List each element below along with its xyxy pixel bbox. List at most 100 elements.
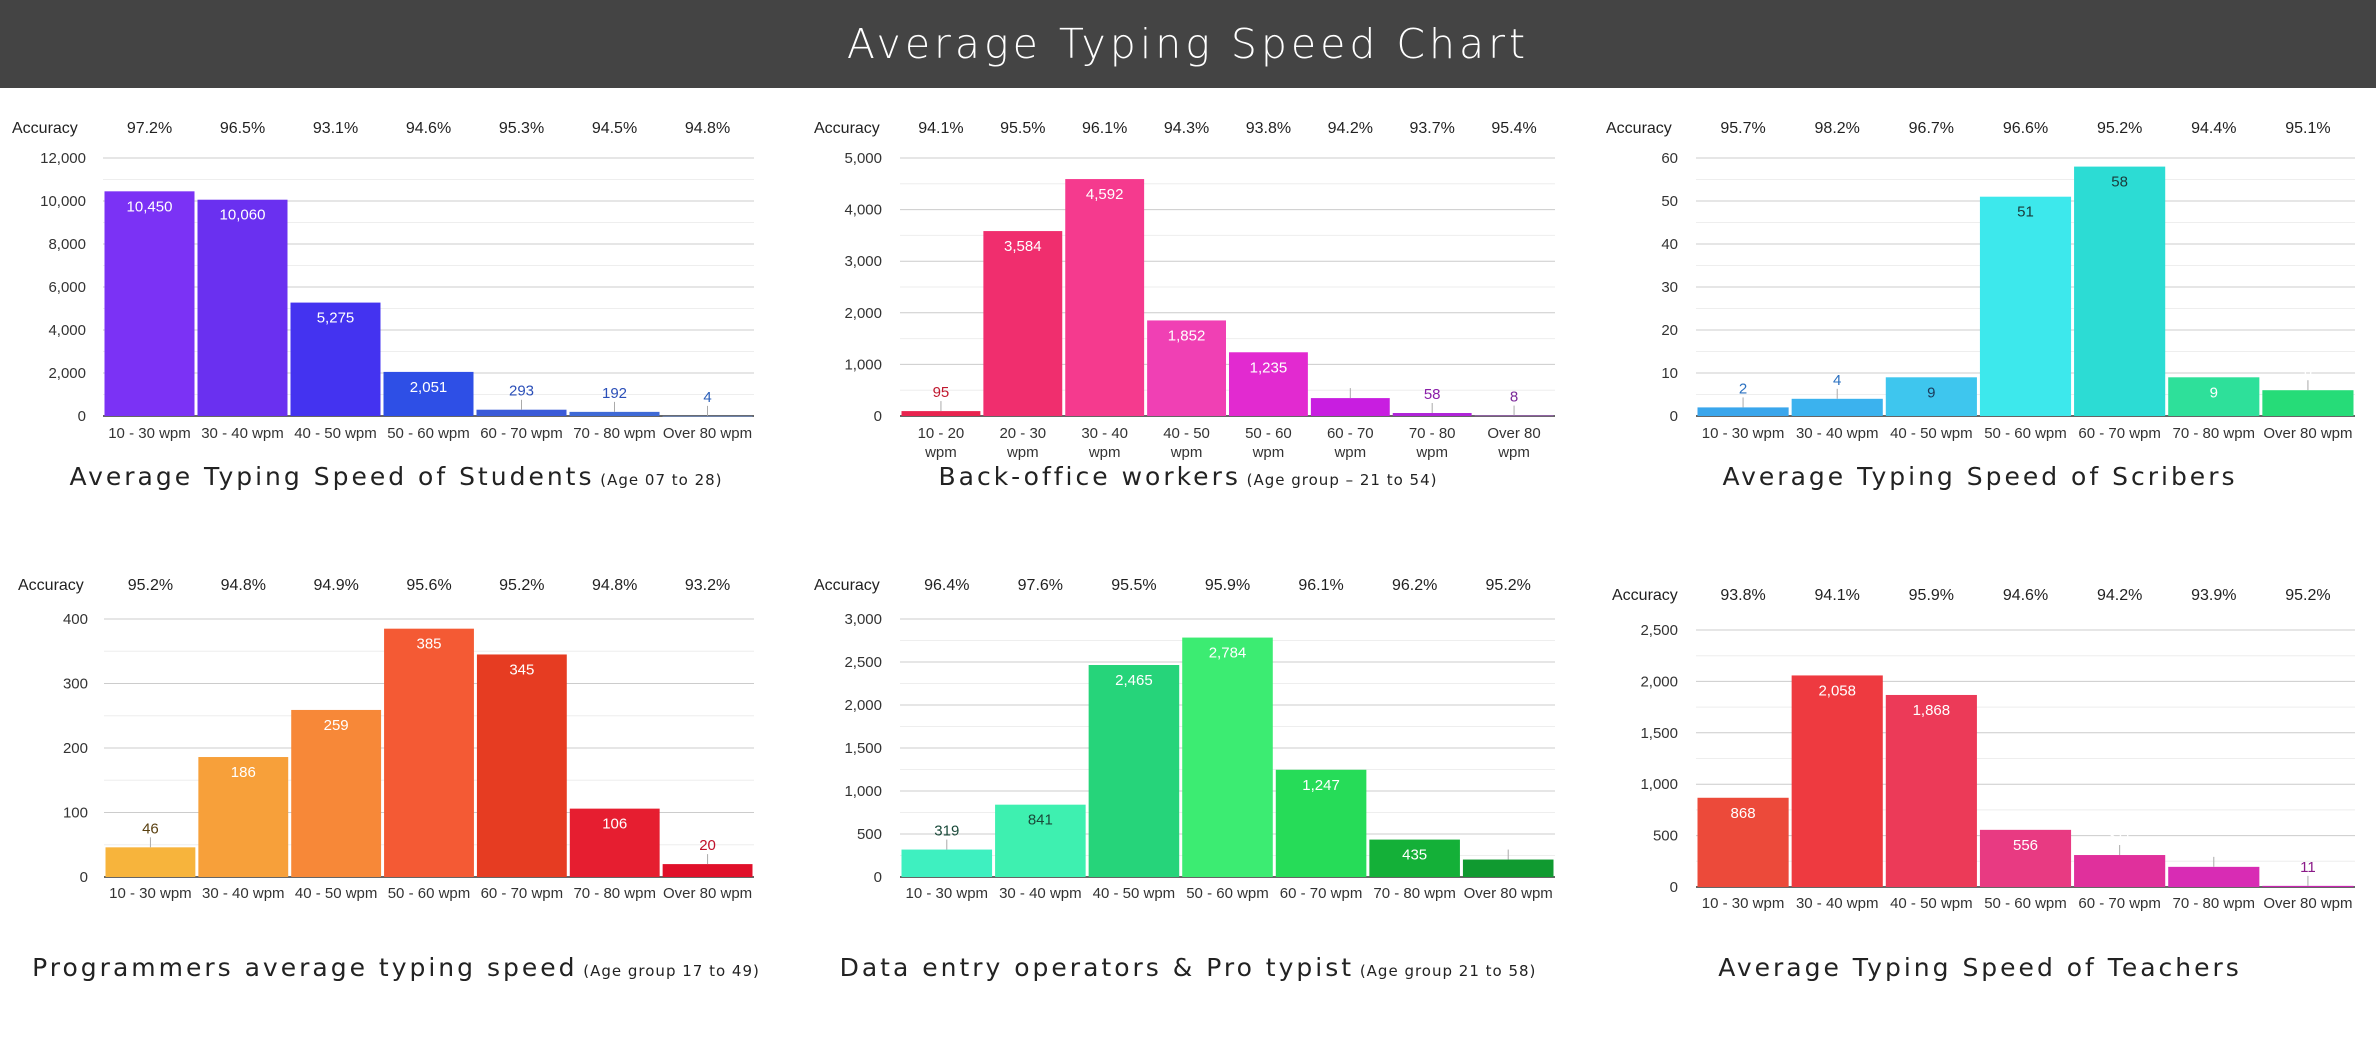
bar-value-label: 868 bbox=[1731, 805, 1756, 822]
accuracy-value: 95.5% bbox=[1111, 577, 1156, 594]
bar-value-label: 556 bbox=[2013, 837, 2038, 854]
chart-svg-data-entry: 0 500 1,000 1,500 2,000 2,500 3,000 Accuracy 96.… bbox=[814, 577, 1555, 902]
accuracy-value: 97.2% bbox=[127, 120, 172, 137]
bar bbox=[1065, 179, 1145, 416]
bar-value-label: 4,592 bbox=[1086, 186, 1124, 203]
accuracy-value: 94.1% bbox=[1815, 587, 1860, 604]
y-tick-label: 0 bbox=[78, 408, 86, 425]
accuracy-value: 95.7% bbox=[1720, 120, 1765, 137]
x-category-label: 10 - 30 wpm bbox=[1702, 425, 1785, 442]
accuracy-value: 96.4% bbox=[924, 577, 969, 594]
x-category-label: 50 - 60 wpm bbox=[1984, 425, 2067, 442]
y-tick-label: 0 bbox=[1670, 879, 1678, 896]
bar-value-label: 203 bbox=[1496, 833, 1521, 850]
chart-subtitle: (Age group 21 to 58) bbox=[1354, 962, 1537, 980]
x-category-label: 60 - 70 wpm bbox=[1280, 885, 1363, 902]
bar bbox=[662, 864, 753, 877]
x-category-label: 10 - 20 wpm bbox=[918, 425, 965, 461]
bar bbox=[384, 628, 474, 877]
bar-value-label: 6 bbox=[2304, 363, 2312, 380]
bar-value-label: 2,051 bbox=[410, 379, 448, 396]
bar bbox=[2262, 885, 2354, 887]
bar-value-label: 10,060 bbox=[220, 207, 266, 224]
bar bbox=[2074, 855, 2166, 887]
x-category-label: 40 - 50 wpm bbox=[295, 885, 378, 902]
bar bbox=[291, 709, 382, 877]
chart-caption: Back-office workers (Age group – 21 to 5… bbox=[792, 462, 1584, 491]
x-category-label: 10 - 30 wpm bbox=[108, 425, 191, 442]
bar-value-label: 345 bbox=[509, 661, 534, 678]
x-category-label: 30 - 40 wpm bbox=[1796, 425, 1879, 442]
bar-value-label: 9 bbox=[2210, 384, 2218, 401]
accuracy-value: 93.8% bbox=[1246, 120, 1291, 137]
x-category-label: 60 - 70 wpm bbox=[2078, 895, 2161, 912]
bar bbox=[1462, 859, 1554, 877]
x-category-label: 10 - 30 wpm bbox=[109, 885, 192, 902]
y-tick-label: 4,000 bbox=[844, 202, 882, 219]
x-category-label: 40 - 50 wpm bbox=[1163, 425, 1210, 461]
y-tick-label: 10 bbox=[1661, 365, 1678, 382]
chart-title: Data entry operators & Pro typist bbox=[839, 953, 1355, 982]
accuracy-value: 96.5% bbox=[220, 120, 265, 137]
bar bbox=[2168, 377, 2260, 416]
chart-subtitle: (Age group – 21 to 54) bbox=[1240, 471, 1438, 489]
bar-value-label: 2 bbox=[1739, 380, 1747, 397]
bar-value-label: 20 bbox=[699, 837, 716, 854]
accuracy-value: 95.1% bbox=[2285, 120, 2330, 137]
accuracy-value: 93.2% bbox=[685, 577, 730, 594]
bar bbox=[995, 804, 1086, 877]
bar-value-label: 1,235 bbox=[1250, 359, 1288, 376]
bar-value-label: 95 bbox=[933, 384, 950, 401]
x-category-label: Over 80 wpm bbox=[2263, 895, 2352, 912]
bar bbox=[1088, 665, 1180, 877]
bar-value-label: 58 bbox=[1424, 386, 1441, 403]
chart-caption: Average Typing Speed of Scribers bbox=[1584, 462, 2376, 491]
accuracy-value: 96.1% bbox=[1298, 577, 1343, 594]
bar bbox=[476, 654, 567, 877]
x-category-label: 30 - 40 wpm bbox=[1796, 895, 1879, 912]
bar bbox=[662, 415, 753, 417]
accuracy-value: 95.5% bbox=[1000, 120, 1045, 137]
y-tick-label: 30 bbox=[1661, 279, 1678, 296]
y-tick-label: 0 bbox=[80, 869, 88, 886]
bar bbox=[198, 757, 289, 877]
x-category-label: 50 - 60 wpm bbox=[1245, 425, 1292, 461]
accuracy-value: 93.9% bbox=[2191, 587, 2236, 604]
accuracy-label: Accuracy bbox=[814, 577, 880, 594]
x-category-label: 30 - 40 wpm bbox=[999, 885, 1082, 902]
bar bbox=[901, 849, 993, 877]
accuracy-label: Accuracy bbox=[814, 120, 880, 137]
bar bbox=[1310, 398, 1390, 416]
accuracy-value: 95.9% bbox=[1909, 587, 1954, 604]
x-category-label: 70 - 80 wpm bbox=[573, 885, 656, 902]
accuracy-label: Accuracy bbox=[18, 577, 84, 594]
x-category-label: 60 - 70 wpm bbox=[481, 885, 564, 902]
bar bbox=[1697, 797, 1789, 887]
x-category-label: 60 - 70 wpm bbox=[1327, 425, 1374, 461]
bar bbox=[1392, 413, 1472, 416]
accuracy-value: 94.8% bbox=[685, 120, 730, 137]
accuracy-value: 94.2% bbox=[1328, 120, 1373, 137]
bar-value-label: 293 bbox=[509, 383, 534, 400]
bar-value-label: 196 bbox=[2201, 840, 2226, 857]
y-tick-label: 2,500 bbox=[1640, 622, 1678, 639]
accuracy-value: 95.9% bbox=[1205, 577, 1250, 594]
bar-value-label: 51 bbox=[2017, 204, 2034, 221]
bar bbox=[569, 808, 660, 877]
bar bbox=[569, 411, 660, 416]
y-tick-label: 6,000 bbox=[48, 279, 86, 296]
accuracy-value: 95.2% bbox=[128, 577, 173, 594]
y-tick-label: 40 bbox=[1661, 236, 1678, 253]
accuracy-value: 94.2% bbox=[2097, 587, 2142, 604]
bar bbox=[983, 231, 1063, 416]
x-category-label: 70 - 80 wpm bbox=[2173, 895, 2256, 912]
chart-title: Average Typing Speed of Scribers bbox=[1722, 462, 2238, 491]
chart-svg-programmers: 0 100 200 300 400 Accuracy 95.2% 46 10 - 30 wpm 9… bbox=[18, 577, 754, 902]
bar bbox=[1369, 839, 1460, 877]
x-category-label: Over 80 wpm bbox=[2263, 425, 2352, 442]
bar bbox=[1147, 320, 1226, 416]
bar-value-label: 259 bbox=[324, 717, 349, 734]
y-tick-label: 10,000 bbox=[40, 193, 86, 210]
y-tick-label: 2,000 bbox=[844, 697, 882, 714]
accuracy-value: 95.6% bbox=[406, 577, 451, 594]
